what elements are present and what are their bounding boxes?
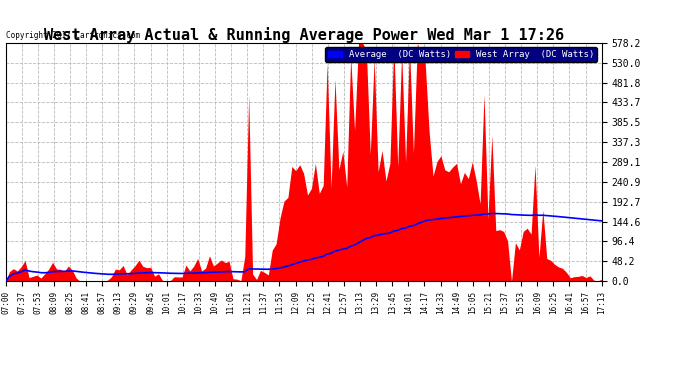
Legend: Average  (DC Watts), West Array  (DC Watts): Average (DC Watts), West Array (DC Watts… [325, 47, 597, 62]
Title: West Array Actual & Running Average Power Wed Mar 1 17:26: West Array Actual & Running Average Powe… [43, 27, 564, 43]
Text: Copyright 2017 Cartronics.com: Copyright 2017 Cartronics.com [6, 32, 139, 40]
